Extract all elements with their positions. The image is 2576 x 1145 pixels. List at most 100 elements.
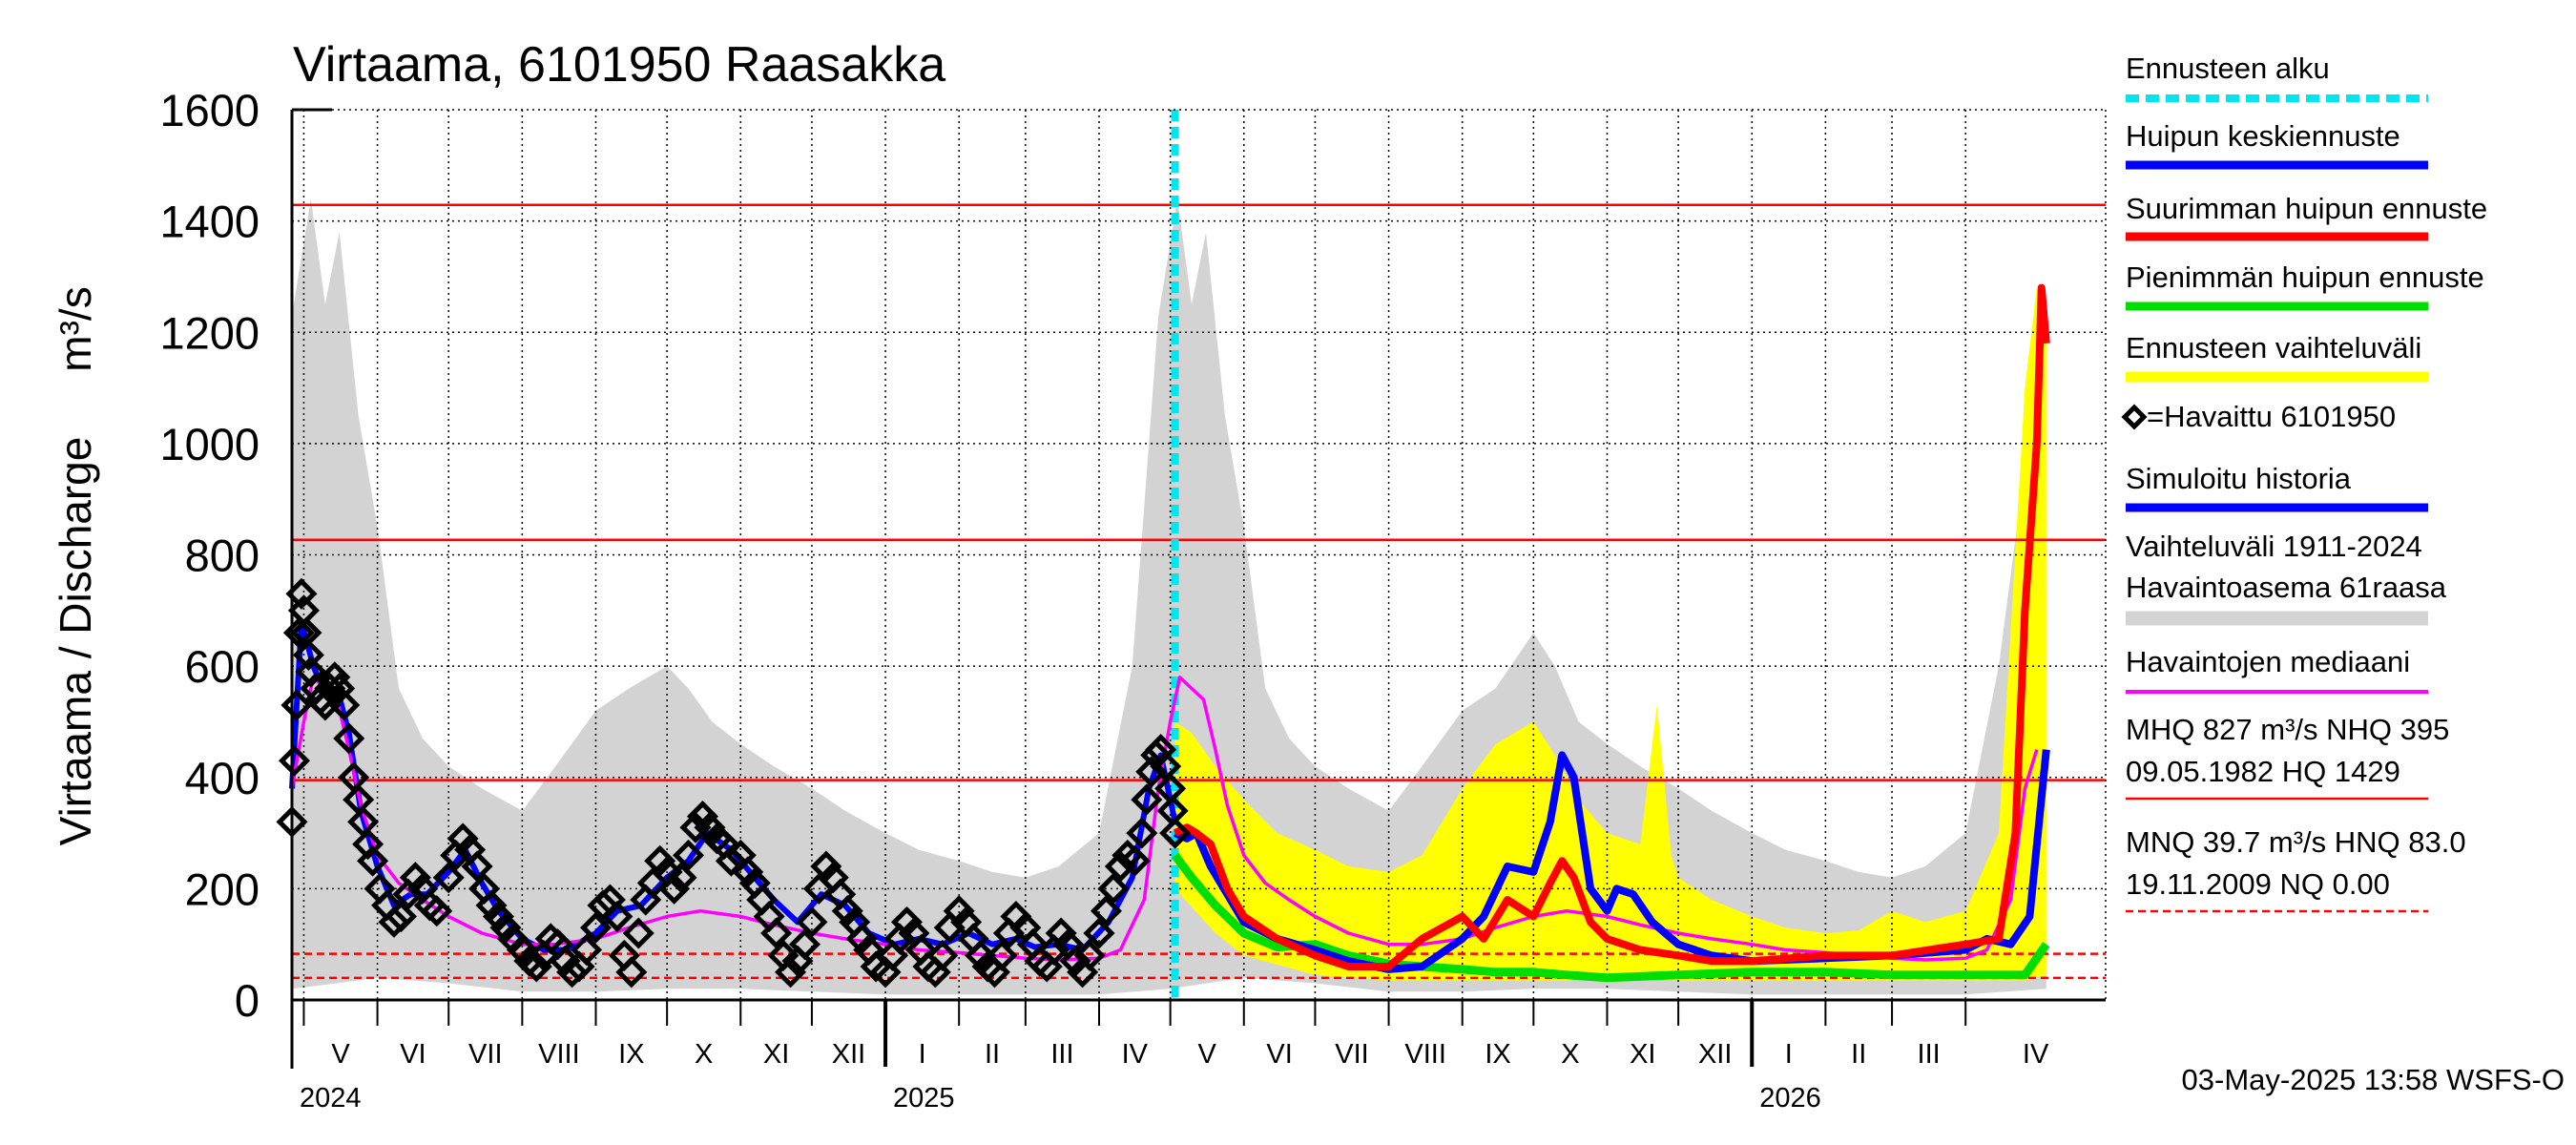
series-line bbox=[1173, 283, 2050, 970]
observed-point bbox=[1104, 850, 1136, 883]
month-label: XI bbox=[1630, 1039, 1655, 1070]
month-label: X bbox=[1561, 1039, 1579, 1070]
observed-point bbox=[475, 889, 508, 922]
y-tick-label: 400 bbox=[185, 753, 260, 803]
month-label: VIII bbox=[538, 1039, 580, 1070]
observed-point bbox=[986, 939, 1018, 971]
observed-point bbox=[845, 923, 878, 955]
observed-point bbox=[506, 933, 538, 967]
observed-point bbox=[447, 822, 479, 855]
month-label: VII bbox=[468, 1039, 502, 1070]
observed-point bbox=[943, 895, 975, 927]
legend-label: Huipun keskiennuste bbox=[2126, 119, 2400, 153]
observed-point bbox=[556, 956, 589, 989]
historical-range-band bbox=[292, 198, 2046, 995]
y-tick-label: 1200 bbox=[159, 307, 260, 358]
observed-point bbox=[615, 956, 648, 989]
chart-title: Virtaama, 6101950 Raasakka bbox=[293, 37, 945, 93]
observed-point bbox=[890, 906, 923, 938]
month-label: XII bbox=[1698, 1039, 1732, 1070]
observed-point bbox=[658, 872, 691, 905]
observed-point bbox=[774, 956, 807, 989]
month-label: III bbox=[1918, 1039, 1941, 1070]
observed-point bbox=[520, 950, 552, 983]
observed-point bbox=[1045, 917, 1077, 949]
month-label: II bbox=[985, 1039, 1000, 1070]
legend-label: 09.05.1982 HQ 1429 bbox=[2126, 755, 2400, 788]
month-label: IV bbox=[2023, 1039, 2049, 1070]
month-label: XI bbox=[763, 1039, 789, 1070]
year-label: 2024 bbox=[300, 1083, 362, 1114]
month-label: II bbox=[1851, 1039, 1866, 1070]
year-label: 2026 bbox=[1759, 1083, 1821, 1114]
observed-point bbox=[732, 856, 764, 888]
month-label: III bbox=[1050, 1039, 1073, 1070]
month-label: IV bbox=[1122, 1039, 1149, 1070]
legend-label: Havaintoasema 61raasa bbox=[2126, 571, 2447, 604]
observed-point bbox=[694, 811, 726, 843]
legend-label: Ennusteen alku bbox=[2126, 52, 2330, 85]
footer-timestamp: 03-May-2025 13:58 WSFS-O bbox=[2182, 1063, 2565, 1096]
observed-point bbox=[399, 862, 431, 894]
y-tick-label: 1000 bbox=[159, 419, 260, 469]
y-tick-label: 600 bbox=[185, 641, 260, 692]
month-label: IX bbox=[1485, 1039, 1510, 1070]
month-label: VIII bbox=[1404, 1039, 1446, 1070]
observed-point bbox=[644, 844, 676, 877]
month-label: VI bbox=[400, 1039, 426, 1070]
legend-label: Ennusteen vaihteluväli bbox=[2126, 331, 2421, 364]
observed-point bbox=[665, 862, 697, 894]
legend-label: Simuloitu historia bbox=[2126, 462, 2352, 495]
legend-label: Suurimman huipun ennuste bbox=[2126, 192, 2487, 225]
month-label: IX bbox=[618, 1039, 644, 1070]
y-tick-label: 1400 bbox=[159, 197, 260, 247]
month-label: I bbox=[919, 1039, 926, 1070]
year-label: 2025 bbox=[893, 1083, 955, 1114]
observed-point bbox=[1059, 945, 1091, 977]
observed-point bbox=[319, 661, 351, 694]
y-tick-label: 200 bbox=[185, 864, 260, 914]
observed-point bbox=[601, 900, 634, 933]
forecast-range-band bbox=[1174, 287, 2046, 981]
observed-point bbox=[461, 850, 493, 883]
month-label: XII bbox=[832, 1039, 865, 1070]
observed-point bbox=[1073, 939, 1106, 971]
legend-label: 19.11.2009 NQ 0.00 bbox=[2126, 867, 2390, 901]
observed-point bbox=[1097, 872, 1130, 905]
observed-point bbox=[328, 689, 361, 721]
observed-point bbox=[1135, 756, 1168, 788]
month-label: V bbox=[331, 1039, 350, 1070]
observed-point bbox=[278, 744, 311, 777]
observed-point bbox=[378, 906, 410, 938]
month-label: VII bbox=[1335, 1039, 1368, 1070]
observed-point bbox=[788, 928, 821, 961]
observed-point bbox=[796, 906, 828, 938]
month-label: VI bbox=[1266, 1039, 1292, 1070]
y-axis-label: Virtaama / Discharge bbox=[51, 437, 100, 846]
legend-label: MNQ 39.7 m³/s HNQ 83.0 bbox=[2126, 825, 2466, 859]
legend-label: Havaintojen mediaani bbox=[2126, 645, 2410, 678]
legend-label: Vaihteluväli 1911-2024 bbox=[2126, 530, 2422, 563]
observed-point bbox=[1118, 844, 1151, 877]
legend-label: MHQ 827 m³/s NHQ 395 bbox=[2126, 713, 2449, 746]
y-tick-label: 1600 bbox=[159, 85, 260, 135]
month-label: I bbox=[1785, 1039, 1793, 1070]
observed-point bbox=[571, 933, 603, 967]
observed-point bbox=[1090, 895, 1122, 927]
y-tick-label: 800 bbox=[185, 531, 260, 581]
y-axis-unit: m³/s bbox=[51, 286, 100, 371]
month-label: V bbox=[1198, 1039, 1217, 1070]
legend-label: =Havaittu 6101950 bbox=[2147, 400, 2396, 433]
observed-point bbox=[1131, 783, 1163, 816]
observed-point bbox=[1083, 917, 1115, 949]
observed-point bbox=[333, 722, 365, 755]
observed-point bbox=[292, 638, 324, 671]
observed-point bbox=[280, 689, 313, 721]
observed-point bbox=[831, 895, 863, 927]
series-line bbox=[1171, 852, 2050, 983]
observed-point bbox=[926, 939, 959, 971]
observed-point bbox=[810, 850, 842, 883]
observed-point bbox=[1159, 817, 1192, 849]
